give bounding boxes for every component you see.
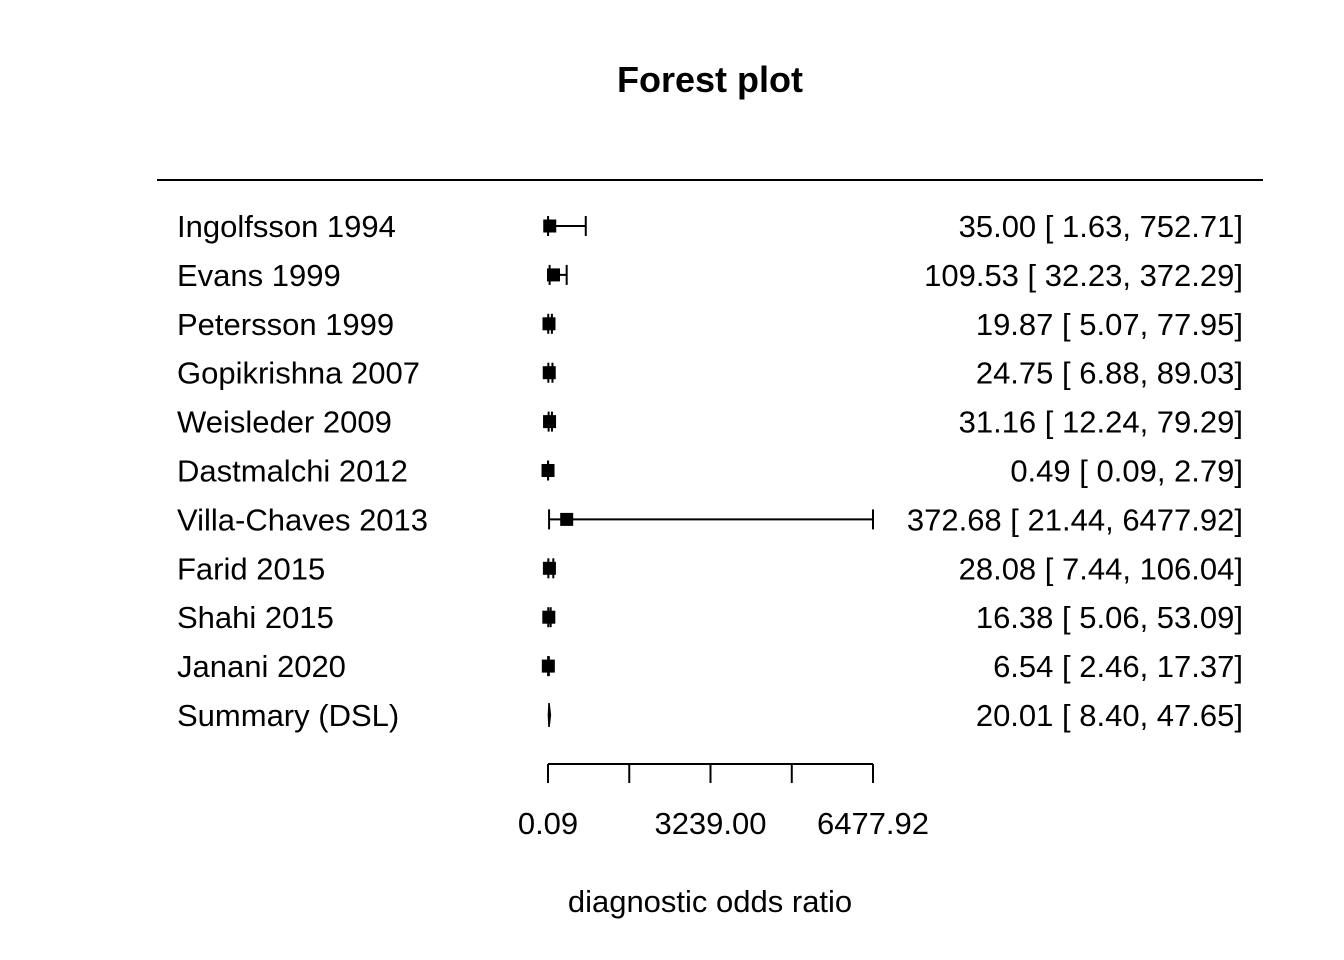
point-estimate: [542, 317, 556, 331]
point-estimate: [542, 610, 556, 624]
study-row: Dastmalchi 2012 0.49 [ 0.09, 2.79]: [177, 454, 1243, 489]
study-ci-text: 6.54 [ 2.46, 17.37]: [993, 649, 1243, 684]
study-row: Gopikrishna 2007 24.75 [ 6.88, 89.03]: [177, 356, 1243, 391]
summary-diamond: [547, 702, 552, 728]
study-ci-text: 19.87 [ 5.07, 77.95]: [976, 307, 1243, 342]
study-label: Weisleder 2009: [177, 405, 392, 440]
summary-ci-text: 20.01 [ 8.40, 47.65]: [976, 698, 1243, 733]
point-estimate: [543, 415, 557, 429]
point-estimate: [560, 512, 574, 526]
study-ci-text: 16.38 [ 5.06, 53.09]: [976, 600, 1243, 635]
study-label: Evans 1999: [177, 258, 341, 293]
study-row: Farid 2015 28.08 [ 7.44, 106.04]: [177, 551, 1243, 586]
point-estimate: [541, 659, 555, 673]
study-row: Evans 1999 109.53 [ 32.23, 372.29]: [177, 258, 1243, 293]
point-estimate: [541, 464, 555, 477]
study-ci-text: 109.53 [ 32.23, 372.29]: [924, 258, 1243, 293]
chart-title: Forest plot: [617, 59, 803, 100]
x-axis: 0.09 3239.00 6477.92: [518, 763, 929, 841]
study-label: Villa-Chaves 2013: [177, 502, 428, 537]
study-ci-text: 24.75 [ 6.88, 89.03]: [976, 356, 1243, 391]
point-estimate: [546, 268, 560, 282]
study-label: Janani 2020: [177, 649, 346, 684]
study-label: Ingolfsson 1994: [177, 209, 396, 244]
summary-row: Summary (DSL) 20.01 [ 8.40, 47.65]: [177, 698, 1243, 733]
study-ci-text: 372.68 [ 21.44, 6477.92]: [907, 502, 1243, 537]
study-ci-text: 0.49 [ 0.09, 2.79]: [1010, 454, 1243, 489]
x-tick-label: 0.09: [518, 806, 578, 841]
study-label: Farid 2015: [177, 551, 325, 586]
point-estimate: [543, 219, 557, 233]
study-row: Weisleder 2009 31.16 [ 12.24, 79.29]: [177, 405, 1243, 440]
study-rows: Ingolfsson 1994 35.00 [ 1.63, 752.71] Evan…: [177, 209, 1243, 733]
study-row: Janani 2020 6.54 [ 2.46, 17.37]: [177, 649, 1243, 684]
study-label: Shahi 2015: [177, 600, 334, 635]
x-tick-label: 6477.92: [817, 806, 929, 841]
study-label: Dastmalchi 2012: [177, 454, 408, 489]
study-ci-text: 31.16 [ 12.24, 79.29]: [959, 405, 1243, 440]
x-tick-label: 3239.00: [654, 806, 766, 841]
summary-label: Summary (DSL): [177, 698, 399, 733]
study-row: Ingolfsson 1994 35.00 [ 1.63, 752.71]: [177, 209, 1243, 244]
study-label: Gopikrishna 2007: [177, 356, 420, 391]
study-ci-text: 35.00 [ 1.63, 752.71]: [959, 209, 1243, 244]
study-ci-text: 28.08 [ 7.44, 106.04]: [959, 551, 1243, 586]
study-row: Villa-Chaves 2013 372.68 [ 21.44, 6477.92…: [177, 502, 1243, 537]
study-label: Petersson 1999: [177, 307, 394, 342]
point-estimate: [542, 366, 556, 380]
point-estimate: [542, 561, 556, 575]
study-row: Petersson 1999 19.87 [ 5.07, 77.95]: [177, 307, 1243, 342]
study-row: Shahi 2015 16.38 [ 5.06, 53.09]: [177, 600, 1243, 635]
x-axis-label: diagnostic odds ratio: [568, 884, 852, 919]
